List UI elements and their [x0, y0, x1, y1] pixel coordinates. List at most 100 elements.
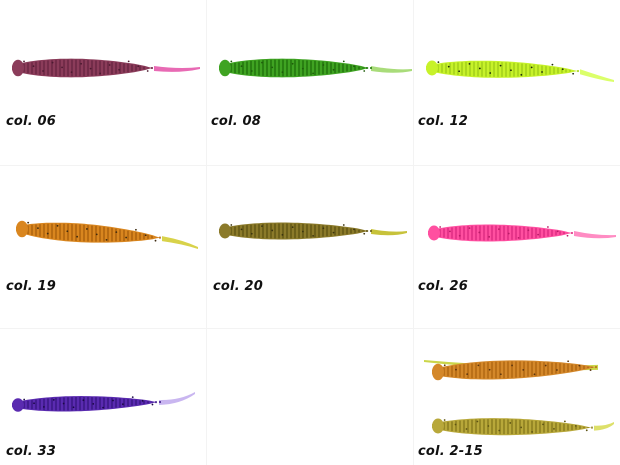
- lure-tail: [154, 66, 200, 72]
- lure-tail: [580, 69, 614, 82]
- lure-speck: [322, 227, 325, 230]
- lure-speck: [499, 64, 502, 67]
- lure-speck: [105, 238, 108, 241]
- lure-speck: [135, 228, 137, 231]
- lure-speck: [291, 226, 294, 229]
- lure-speck: [33, 402, 35, 405]
- lure-tail: [594, 422, 614, 431]
- lure-speck: [567, 360, 570, 363]
- lure-speck: [70, 71, 73, 74]
- color-label: col. 08: [211, 114, 262, 129]
- lure-speck: [230, 224, 233, 226]
- lure-speck: [46, 232, 49, 235]
- lure-speck: [271, 66, 274, 69]
- lure-speck: [261, 61, 263, 64]
- lure-speck: [27, 221, 30, 224]
- lure-speck: [342, 60, 345, 63]
- divider: [206, 0, 207, 465]
- lure-image: [16, 220, 198, 249]
- lure-speck: [61, 66, 63, 69]
- lure-cell-col-19: col. 19: [0, 165, 206, 320]
- lure-speck: [102, 406, 105, 409]
- lure-speck: [86, 228, 88, 230]
- lure-speck: [108, 64, 111, 66]
- lure-speck: [32, 65, 35, 68]
- lure-speck: [511, 364, 513, 367]
- lure-speck: [240, 65, 243, 68]
- lure-speck: [137, 65, 140, 68]
- lure-speck: [261, 225, 263, 227]
- lure-head: [16, 220, 28, 238]
- lure-speck: [561, 68, 564, 71]
- lure-speck: [112, 399, 114, 402]
- lure-speck: [574, 424, 577, 427]
- lure-cell-col-08: col. 08: [207, 0, 413, 155]
- lure-image: [219, 58, 412, 78]
- lure-speck: [489, 72, 492, 74]
- lure-speck: [478, 67, 481, 70]
- lure-speck: [250, 70, 253, 72]
- lure-speck: [37, 227, 39, 230]
- lure-speck: [468, 62, 471, 65]
- lure-speck: [522, 368, 525, 371]
- lure-speck: [478, 231, 481, 234]
- lure-cell-col-26: col. 26: [414, 165, 620, 320]
- lure-speck: [141, 399, 144, 402]
- color-label: col. 20: [213, 279, 264, 294]
- lure-speck: [487, 425, 490, 427]
- lure-speck: [488, 235, 491, 238]
- lure-speck: [121, 403, 124, 406]
- lure-speck: [353, 65, 355, 68]
- lure-head: [426, 60, 438, 76]
- lure-speck: [551, 63, 554, 66]
- lure-speck: [553, 427, 555, 430]
- lure-tail: [574, 231, 616, 239]
- lure-image: [219, 222, 407, 240]
- lure-head: [219, 59, 231, 77]
- lure-speck: [154, 239, 157, 242]
- lure-speck: [312, 235, 315, 237]
- lure-speck: [131, 396, 134, 399]
- color-label: col. 12: [418, 114, 469, 129]
- lure-speck: [449, 230, 451, 233]
- lure-speck: [125, 236, 128, 239]
- lure-speck: [301, 230, 304, 233]
- lure-speck: [533, 373, 536, 376]
- lure-speck: [466, 373, 469, 376]
- color-label: col. 2-15: [418, 444, 483, 459]
- lure-speck: [332, 68, 335, 71]
- color-label: col. 33: [6, 444, 57, 459]
- lure-speck: [572, 72, 575, 75]
- lure-speck: [89, 67, 92, 70]
- color-label: col. 26: [418, 279, 469, 294]
- lure-speck: [542, 423, 544, 426]
- lure-speck: [578, 364, 581, 367]
- lure-speck: [556, 230, 559, 233]
- lure-body: [432, 360, 604, 380]
- lure-cell-col-33: col. 33: [0, 330, 206, 465]
- lure-speck: [556, 369, 558, 371]
- lure-speck: [250, 232, 253, 235]
- lure-speck: [589, 369, 592, 371]
- lure-speck: [465, 428, 468, 430]
- lure-speck: [95, 233, 98, 236]
- lure-body: [12, 58, 160, 78]
- lure-speck: [443, 419, 446, 421]
- lure-speck: [363, 232, 366, 235]
- lure-speck: [507, 232, 510, 235]
- lure-speck: [541, 71, 543, 73]
- lure-head: [12, 398, 24, 412]
- lure-speck: [115, 231, 118, 234]
- lure-speck: [530, 66, 533, 69]
- lure-cell-col-20: col. 20: [207, 165, 413, 320]
- lure-speck: [82, 399, 85, 402]
- lure-head: [428, 225, 440, 241]
- lure-tail: [371, 66, 412, 73]
- lure-speck: [56, 224, 59, 227]
- lure-speck: [458, 234, 461, 237]
- lure-speck: [80, 62, 83, 65]
- lure-speck: [566, 234, 569, 237]
- lure-speck: [322, 64, 325, 66]
- lure-speck: [118, 68, 121, 71]
- lure-speck: [52, 398, 55, 401]
